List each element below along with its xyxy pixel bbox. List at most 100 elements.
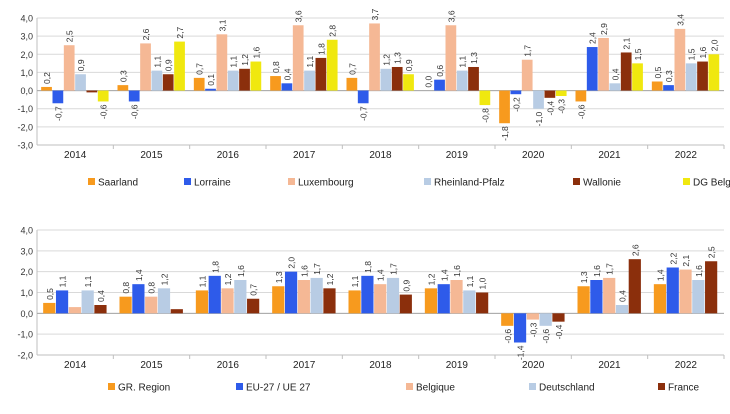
bar bbox=[174, 41, 185, 91]
data-label: -0,3 bbox=[557, 99, 567, 114]
bar bbox=[247, 298, 260, 314]
data-label: -1,0 bbox=[534, 111, 544, 126]
bar bbox=[434, 79, 445, 91]
data-label: 1,6 bbox=[452, 265, 462, 277]
x-tick-label: 2019 bbox=[446, 150, 469, 161]
x-tick-label: 2020 bbox=[522, 360, 545, 371]
x-tick-label: 2022 bbox=[675, 150, 698, 161]
data-label: 0,1 bbox=[206, 74, 216, 86]
legend-label: DG Belgien bbox=[693, 178, 730, 189]
data-label: -0,4 bbox=[554, 324, 564, 339]
bar bbox=[705, 261, 718, 314]
x-tick-label: 2022 bbox=[675, 360, 698, 371]
legend-label: Lorraine bbox=[194, 178, 231, 189]
bar bbox=[205, 88, 216, 91]
y-tick-label: 4,0 bbox=[20, 14, 33, 24]
y-tick-label: 1,0 bbox=[20, 288, 33, 298]
data-label: 1,1 bbox=[350, 275, 360, 287]
bar bbox=[132, 284, 145, 314]
data-label: 0,3 bbox=[118, 70, 128, 82]
bar bbox=[679, 269, 692, 314]
bar bbox=[539, 313, 552, 326]
data-label: -1,4 bbox=[516, 345, 526, 360]
data-label: 1,7 bbox=[605, 263, 615, 275]
bar bbox=[140, 43, 151, 91]
bar bbox=[501, 313, 514, 326]
data-label: 3,7 bbox=[370, 8, 380, 20]
y-tick-label: -2,0 bbox=[17, 351, 33, 361]
data-label: 3,1 bbox=[217, 19, 227, 31]
x-tick-label: 2016 bbox=[217, 360, 240, 371]
bar bbox=[250, 61, 262, 91]
bar bbox=[128, 90, 140, 102]
x-tick-label: 2015 bbox=[140, 360, 163, 371]
x-tick-label: 2014 bbox=[64, 360, 87, 371]
data-label: 1,1 bbox=[229, 56, 239, 68]
y-tick-label: 3,0 bbox=[20, 246, 33, 256]
data-label: 1,4 bbox=[134, 269, 144, 281]
data-label: 2,4 bbox=[588, 32, 598, 44]
data-label: 0,7 bbox=[347, 63, 357, 75]
y-tick-label: -1,0 bbox=[17, 330, 33, 340]
data-label: 0,8 bbox=[271, 61, 281, 73]
bar bbox=[68, 307, 81, 314]
bar bbox=[575, 90, 587, 102]
legend-swatch bbox=[236, 383, 243, 390]
data-label: 1,1 bbox=[152, 56, 162, 68]
data-label: 1,4 bbox=[376, 269, 386, 281]
data-label: 1,2 bbox=[325, 273, 335, 285]
x-tick-label: 2017 bbox=[293, 360, 316, 371]
data-label: 0,9 bbox=[404, 59, 414, 71]
y-tick-label: -2,0 bbox=[17, 122, 33, 132]
bar bbox=[193, 77, 205, 91]
data-label: 1,8 bbox=[210, 261, 220, 273]
bar bbox=[221, 288, 234, 314]
legend-swatch bbox=[529, 383, 536, 390]
bar bbox=[216, 34, 228, 91]
x-tick-label: 2014 bbox=[64, 150, 87, 161]
legend-label: France bbox=[668, 383, 700, 394]
data-label: 1,1 bbox=[465, 275, 475, 287]
data-label: 2,0 bbox=[287, 257, 297, 269]
data-label: -1,8 bbox=[500, 126, 510, 141]
bar bbox=[97, 90, 109, 102]
data-label: 1,0 bbox=[478, 277, 488, 289]
bar bbox=[151, 70, 163, 91]
legend-label: Saarland bbox=[98, 178, 138, 189]
data-label: 0,4 bbox=[610, 68, 620, 80]
data-label: -0,7 bbox=[53, 106, 63, 121]
bar bbox=[692, 280, 705, 314]
bar bbox=[162, 74, 174, 91]
legend-swatch bbox=[573, 178, 580, 185]
data-label: 2,6 bbox=[630, 244, 640, 256]
x-tick-label: 2021 bbox=[598, 360, 621, 371]
data-label: 1,6 bbox=[694, 265, 704, 277]
data-label: 2,9 bbox=[599, 23, 609, 35]
bar bbox=[513, 313, 527, 343]
bar bbox=[521, 59, 533, 91]
bar bbox=[598, 37, 609, 91]
x-tick-label: 2021 bbox=[598, 150, 621, 161]
bar bbox=[357, 90, 369, 104]
bar bbox=[586, 47, 598, 91]
data-label: 1,6 bbox=[592, 265, 602, 277]
legend-swatch bbox=[108, 383, 115, 390]
data-label: 2,0 bbox=[709, 39, 719, 51]
legend-label: Luxembourg bbox=[298, 178, 354, 189]
bar bbox=[391, 66, 403, 91]
data-label: -0,6 bbox=[130, 104, 140, 119]
bar bbox=[145, 296, 158, 314]
bar bbox=[315, 57, 327, 91]
bar bbox=[52, 90, 64, 104]
data-label: 1,2 bbox=[160, 273, 170, 285]
bar bbox=[297, 280, 310, 314]
data-label: 1,3 bbox=[274, 271, 284, 283]
data-label: 1,3 bbox=[469, 52, 479, 64]
x-tick-label: 2017 bbox=[293, 150, 316, 161]
bar bbox=[499, 90, 510, 124]
bar bbox=[424, 288, 438, 314]
bar bbox=[476, 292, 489, 314]
data-label: 0,7 bbox=[249, 284, 259, 296]
